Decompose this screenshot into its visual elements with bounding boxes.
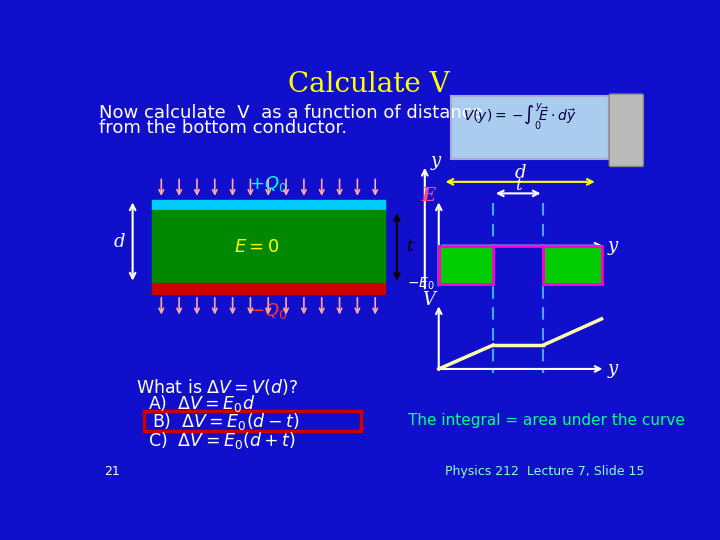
FancyBboxPatch shape — [451, 96, 609, 159]
Bar — [544, 246, 601, 284]
Text: $-E_0$: $-E_0$ — [407, 276, 435, 293]
Text: The integral = area under the curve: The integral = area under the curve — [408, 413, 685, 428]
Text: from the bottom conductor.: from the bottom conductor. — [99, 119, 348, 137]
Text: y: y — [431, 152, 441, 170]
Text: $V(y) = -\!\int_{\,0}^{y}\! \vec{E}\cdot d\vec{y}$: $V(y) = -\!\int_{\,0}^{y}\! \vec{E}\cdot… — [463, 102, 577, 132]
FancyBboxPatch shape — [609, 94, 644, 166]
Text: $-Q_0$: $-Q_0$ — [249, 301, 287, 321]
Bar — [152, 284, 384, 294]
Text: d: d — [514, 164, 526, 183]
Text: Calculate V: Calculate V — [288, 71, 450, 98]
Text: Physics 212  Lecture 7, Slide 15: Physics 212 Lecture 7, Slide 15 — [445, 465, 644, 478]
Text: 21: 21 — [104, 465, 120, 478]
Text: E: E — [421, 187, 435, 205]
Text: $E = 0$: $E = 0$ — [234, 238, 279, 256]
Text: t: t — [515, 177, 521, 194]
Bar — [152, 200, 384, 211]
Bar — [438, 246, 493, 284]
Text: t: t — [406, 238, 413, 255]
Text: Now calculate  V  as a function of distance: Now calculate V as a function of distanc… — [99, 104, 483, 122]
Text: $+Q_0$: $+Q_0$ — [249, 174, 287, 194]
Text: V: V — [422, 291, 435, 309]
Bar — [144, 411, 361, 431]
Text: B)  $\Delta V = E_0(d - t)$: B) $\Delta V = E_0(d - t)$ — [152, 411, 300, 432]
Text: A)  $\Delta V = E_0 d$: A) $\Delta V = E_0 d$ — [148, 393, 256, 414]
Text: C)  $\Delta V = E_0(d + t)$: C) $\Delta V = E_0(d + t)$ — [148, 430, 296, 451]
Text: y: y — [608, 360, 618, 378]
Text: d: d — [113, 233, 125, 251]
Bar — [152, 211, 384, 284]
Text: What is $\Delta V = V(d)$?: What is $\Delta V = V(d)$? — [137, 377, 299, 397]
Text: y: y — [608, 237, 618, 255]
